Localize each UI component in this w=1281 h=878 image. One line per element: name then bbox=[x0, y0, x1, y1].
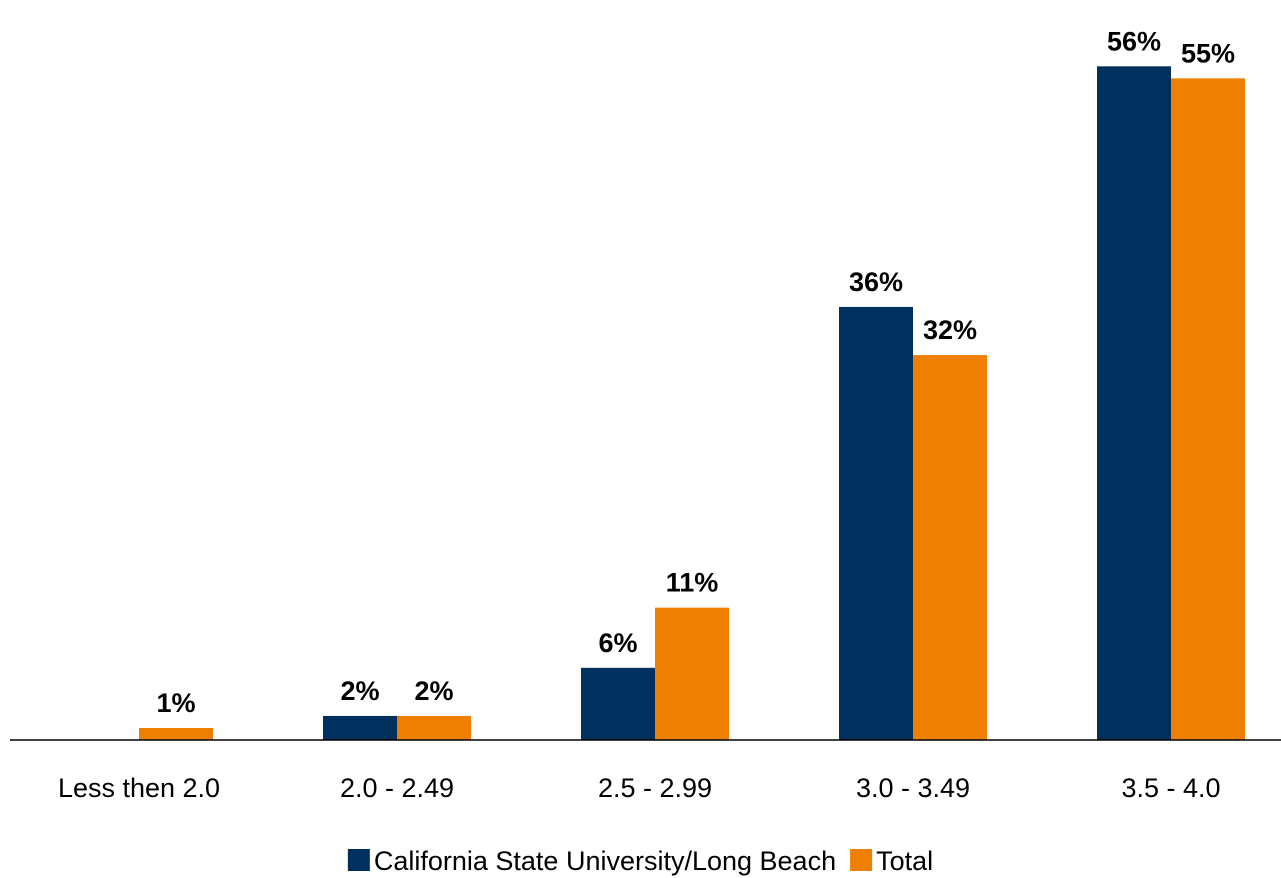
x-tick-label-3: 3.0 - 3.49 bbox=[856, 773, 970, 803]
legend-swatch-california-state-university-long-beach bbox=[347, 849, 370, 871]
data-label-total-4: 55% bbox=[1181, 38, 1235, 68]
legend-swatch-total bbox=[850, 849, 873, 871]
data-label-california-state-university-long-beach-2: 6% bbox=[598, 628, 637, 658]
x-tick-label-1: 2.0 - 2.49 bbox=[340, 773, 454, 803]
x-tick-label-0: Less then 2.0 bbox=[58, 773, 220, 803]
bar-labels-group: 1% 2% 2% 6% 11% 36% 32% 56% 55% bbox=[156, 26, 1235, 718]
bar-california-state-university-long-beach-2 bbox=[581, 667, 655, 740]
data-label-total-2: 11% bbox=[666, 568, 719, 598]
data-label-total-1: 2% bbox=[414, 676, 453, 706]
legend-label-california-state-university-long-beach: California State University/Long Beach bbox=[374, 846, 836, 876]
bar-total-4 bbox=[1171, 78, 1245, 741]
bar-california-state-university-long-beach-3 bbox=[839, 306, 913, 740]
data-label-california-state-university-long-beach-3: 36% bbox=[849, 267, 903, 297]
bar-california-state-university-long-beach-4 bbox=[1097, 66, 1171, 740]
legend: California State University/Long Beach To… bbox=[347, 846, 933, 876]
bar-total-2 bbox=[655, 607, 729, 740]
bar-california-state-university-long-beach-1 bbox=[323, 715, 397, 740]
data-label-california-state-university-long-beach-1: 2% bbox=[340, 676, 379, 706]
x-tick-label-4: 3.5 - 4.0 bbox=[1121, 773, 1220, 803]
bars-group bbox=[139, 66, 1245, 741]
x-tick-label-2: 2.5 - 2.99 bbox=[598, 773, 712, 803]
x-tick-labels: Less then 2.0 2.0 - 2.49 2.5 - 2.99 3.0 - 3… bbox=[58, 773, 1221, 803]
bar-total-0 bbox=[139, 727, 213, 740]
legend-label-total: Total bbox=[876, 846, 933, 876]
data-label-california-state-university-long-beach-4: 56% bbox=[1107, 26, 1161, 56]
data-label-total-0: 1% bbox=[156, 688, 195, 718]
data-label-total-3: 32% bbox=[923, 315, 977, 345]
bar-total-3 bbox=[913, 355, 987, 740]
bar-total-1 bbox=[397, 715, 471, 740]
